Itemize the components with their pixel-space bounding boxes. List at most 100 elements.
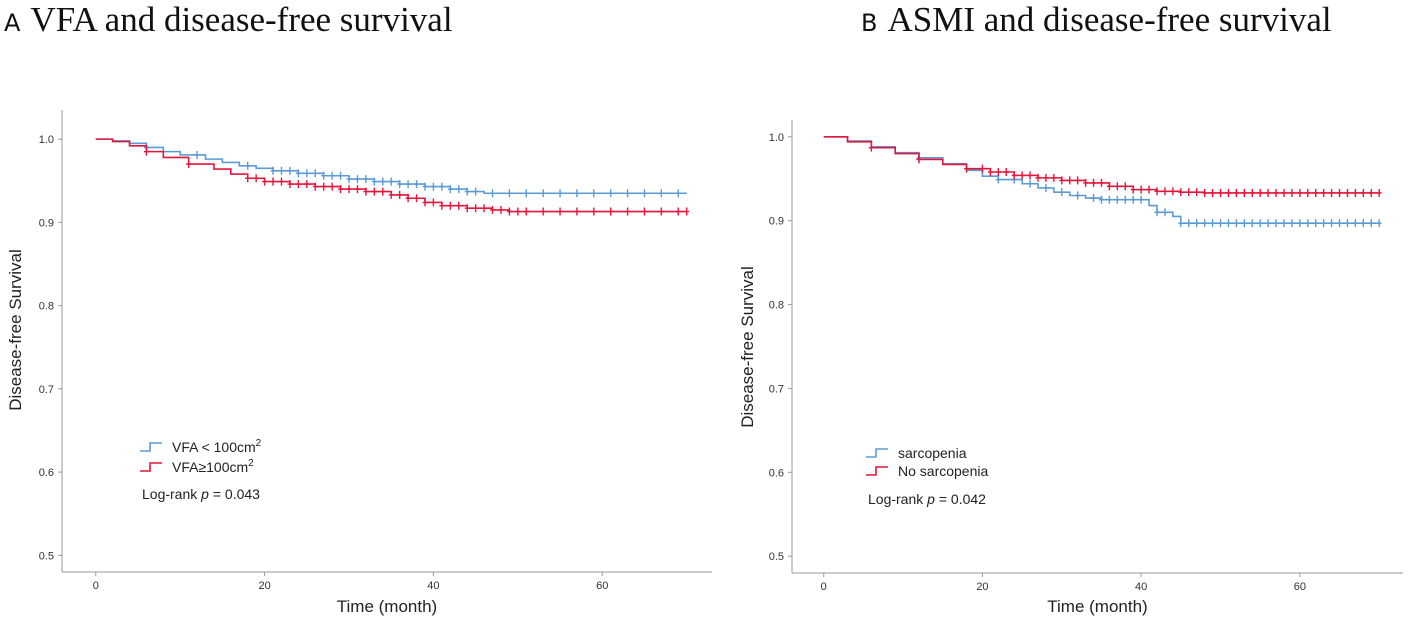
x-tick-label: 0 <box>93 580 99 592</box>
x-tick-label: 20 <box>258 580 270 592</box>
censor-mark <box>405 194 411 203</box>
censor-mark <box>1241 188 1247 197</box>
panel-a-title-text: VFA and disease-free survival <box>30 0 453 39</box>
censor-mark <box>481 204 487 213</box>
x-axis-label: Time (month) <box>337 597 437 616</box>
censor-mark <box>338 185 344 194</box>
censor-mark <box>1241 219 1247 228</box>
censor-mark <box>1249 219 1255 228</box>
censor-mark <box>1122 182 1128 191</box>
logrank-prefix: Log-rank <box>142 486 201 502</box>
y-tick-label: 0.7 <box>39 384 54 396</box>
censor-mark <box>987 168 993 177</box>
censor-mark <box>1210 219 1216 228</box>
censor-mark <box>473 204 479 213</box>
censor-mark <box>312 182 318 191</box>
censor-mark <box>868 143 874 152</box>
censor-mark <box>278 177 284 186</box>
censor-mark <box>1114 182 1120 191</box>
legend-label-text: VFA < 100cm <box>172 439 256 455</box>
censor-mark <box>1114 195 1120 204</box>
x-tick-label: 60 <box>1294 581 1306 593</box>
y-tick-label: 0.7 <box>769 383 784 395</box>
censor-mark <box>1075 176 1081 185</box>
y-tick-label: 0.6 <box>39 467 54 479</box>
censor-mark <box>287 180 293 189</box>
censor-mark <box>321 171 327 180</box>
censor-mark <box>1154 208 1160 217</box>
censor-mark <box>346 175 352 184</box>
censor-mark <box>574 207 580 216</box>
logrank-annotation: Log-rank p = 0.043 <box>142 486 260 502</box>
legend-label-text: No sarcopenia <box>898 463 988 479</box>
censor-mark <box>295 169 301 178</box>
censor-mark <box>354 185 360 194</box>
legend-label-text: sarcopenia <box>898 445 967 461</box>
censor-mark <box>1035 173 1041 182</box>
censor-mark <box>498 205 504 214</box>
legend-label-superscript: 2 <box>248 458 254 469</box>
censor-mark <box>354 175 360 184</box>
censor-mark <box>1376 219 1382 228</box>
censor-mark <box>608 207 614 216</box>
censor-mark <box>1217 188 1223 197</box>
censor-mark <box>515 207 521 216</box>
censor-mark <box>270 177 276 186</box>
censor-mark <box>1337 188 1343 197</box>
censor-mark <box>304 169 310 178</box>
censor-mark <box>1091 178 1097 187</box>
censor-mark <box>523 207 529 216</box>
censor-mark <box>329 182 335 191</box>
legend-swatch-1 <box>866 448 888 458</box>
censor-mark <box>1352 219 1358 228</box>
legend-swatch-1 <box>140 442 162 452</box>
panel-b-title-text: ASMI and disease-free survival <box>887 0 1332 39</box>
censor-mark <box>1368 188 1374 197</box>
censor-mark <box>371 177 377 186</box>
logrank-prefix: Log-rank <box>868 491 927 507</box>
censor-mark <box>1313 219 1319 228</box>
censor-mark <box>422 198 428 207</box>
censor-mark <box>312 169 318 178</box>
censor-mark <box>540 189 546 198</box>
panel-a-letter: A <box>4 9 21 37</box>
censor-mark <box>625 207 631 216</box>
censor-mark <box>675 189 681 198</box>
censor-mark <box>979 164 985 173</box>
censor-mark <box>1321 188 1327 197</box>
censor-mark <box>557 189 563 198</box>
chart-a: 0.5 0.6 0.7 0.8 0.9 1.0 0 20 40 60 Time (month) Dis… <box>6 110 712 616</box>
y-axis-label: Disease-free Survival <box>6 249 25 411</box>
censor-mark <box>422 182 428 191</box>
censor-mark <box>1091 194 1097 203</box>
censor-mark <box>1289 219 1295 228</box>
censor-mark <box>1249 188 1255 197</box>
censor-mark <box>464 204 470 213</box>
censor-mark <box>321 182 327 191</box>
censor-mark <box>430 198 436 207</box>
censor-mark <box>1075 191 1081 200</box>
censor-mark <box>1273 219 1279 228</box>
censor-mark <box>490 189 496 198</box>
panel-b-title: B ASMI and disease-free survival <box>861 0 1332 40</box>
censor-mark <box>371 187 377 196</box>
x-tick-label: 40 <box>1135 581 1147 593</box>
logrank-value: = 0.042 <box>935 491 986 507</box>
censor-mark <box>473 187 479 196</box>
censor-mark <box>641 207 647 216</box>
censor-mark <box>591 207 597 216</box>
censor-mark <box>608 189 614 198</box>
censor-mark <box>1043 173 1049 182</box>
censor-mark <box>245 174 251 183</box>
y-tick-label: 0.8 <box>39 301 54 313</box>
censor-mark <box>346 185 352 194</box>
censor-mark <box>1083 178 1089 187</box>
logrank-annotation: Log-rank p = 0.042 <box>868 491 986 507</box>
censor-mark <box>388 190 394 199</box>
censor-mark <box>1281 219 1287 228</box>
censor-mark <box>1321 219 1327 228</box>
y-tick-label: 0.6 <box>769 467 784 479</box>
censor-mark <box>1194 219 1200 228</box>
censor-mark <box>1329 188 1335 197</box>
